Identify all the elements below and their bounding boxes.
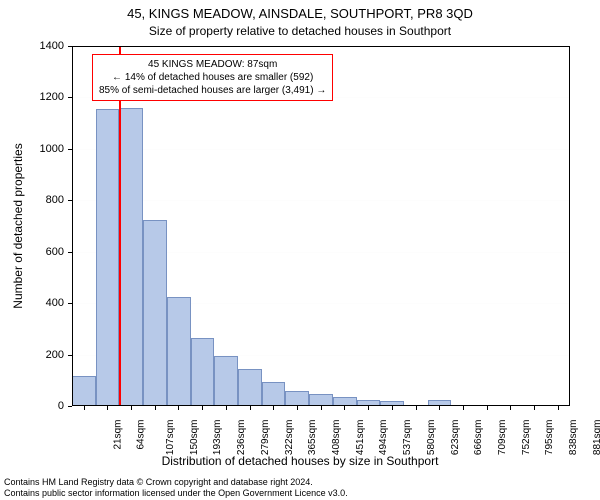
ytick-mark: [68, 149, 72, 150]
xtick-mark: [297, 406, 298, 410]
histogram-bar: [262, 382, 286, 406]
xtick-mark: [368, 406, 369, 410]
xtick-mark: [392, 406, 393, 410]
histogram-bar: [333, 397, 357, 406]
xtick-mark: [463, 406, 464, 410]
xtick-mark: [321, 406, 322, 410]
xtick-mark: [416, 406, 417, 410]
chart-title-main: 45, KINGS MEADOW, AINSDALE, SOUTHPORT, P…: [0, 6, 600, 21]
xtick-label: 752sqm: [521, 420, 532, 456]
histogram-bar: [167, 297, 191, 406]
ytick-mark: [68, 46, 72, 47]
ytick-label: 1000: [40, 143, 64, 155]
xtick-label: 107sqm: [165, 420, 176, 456]
xtick-label: 451sqm: [355, 420, 366, 456]
xtick-label: 537sqm: [402, 420, 413, 456]
footer-line-1: Contains HM Land Registry data © Crown c…: [4, 477, 348, 487]
annotation-line-3: 85% of semi-detached houses are larger (…: [99, 84, 326, 97]
xtick-mark: [178, 406, 179, 410]
histogram-bar: [214, 356, 238, 406]
chart-title-sub: Size of property relative to detached ho…: [0, 24, 600, 38]
xtick-label: 795sqm: [545, 420, 556, 456]
footer-attribution: Contains HM Land Registry data © Crown c…: [4, 477, 348, 498]
ytick-mark: [68, 97, 72, 98]
xtick-mark: [487, 406, 488, 410]
xtick-label: 666sqm: [473, 420, 484, 456]
annotation-line-1: 45 KINGS MEADOW: 87sqm: [99, 58, 326, 71]
histogram-bar: [143, 220, 167, 406]
annotation-box: 45 KINGS MEADOW: 87sqm← 14% of detached …: [92, 54, 333, 101]
xtick-mark: [344, 406, 345, 410]
xtick-mark: [202, 406, 203, 410]
xtick-label: 21sqm: [112, 420, 123, 450]
xtick-mark: [226, 406, 227, 410]
grid-line: [72, 200, 570, 201]
xtick-label: 322sqm: [284, 420, 295, 456]
histogram-bar: [309, 394, 333, 406]
xtick-label: 494sqm: [379, 420, 390, 456]
ytick-label: 600: [46, 246, 64, 258]
histogram-bar: [119, 108, 143, 406]
xtick-label: 580sqm: [426, 420, 437, 456]
ytick-mark: [68, 200, 72, 201]
xtick-mark: [84, 406, 85, 410]
figure: 45, KINGS MEADOW, AINSDALE, SOUTHPORT, P…: [0, 0, 600, 500]
grid-line: [72, 149, 570, 150]
xtick-mark: [510, 406, 511, 410]
ytick-label: 0: [58, 400, 64, 412]
xtick-mark: [439, 406, 440, 410]
xtick-label: 279sqm: [260, 420, 271, 456]
xtick-label: 236sqm: [236, 420, 247, 456]
xtick-label: 365sqm: [307, 420, 318, 456]
xtick-label: 193sqm: [213, 420, 224, 456]
xtick-mark: [273, 406, 274, 410]
ytick-label: 400: [46, 297, 64, 309]
xtick-mark: [131, 406, 132, 410]
xtick-mark: [155, 406, 156, 410]
histogram-bar: [96, 109, 120, 406]
xtick-label: 838sqm: [568, 420, 579, 456]
y-axis-label: Number of detached properties: [11, 143, 25, 308]
x-axis-label: Distribution of detached houses by size …: [0, 454, 600, 468]
xtick-label: 150sqm: [189, 420, 200, 456]
ytick-mark: [68, 406, 72, 407]
ytick-label: 800: [46, 194, 64, 206]
ytick-label: 1400: [40, 40, 64, 52]
ytick-mark: [68, 252, 72, 253]
histogram-bar: [285, 391, 309, 406]
histogram-bar: [72, 376, 96, 406]
xtick-mark: [107, 406, 108, 410]
xtick-label: 408sqm: [331, 420, 342, 456]
ytick-mark: [68, 355, 72, 356]
ytick-mark: [68, 303, 72, 304]
annotation-line-2: ← 14% of detached houses are smaller (59…: [99, 71, 326, 84]
xtick-mark: [250, 406, 251, 410]
xtick-mark: [558, 406, 559, 410]
xtick-label: 623sqm: [450, 420, 461, 456]
xtick-label: 881sqm: [592, 420, 600, 456]
ytick-label: 1200: [40, 91, 64, 103]
xtick-mark: [534, 406, 535, 410]
histogram-bar: [191, 338, 215, 406]
footer-line-2: Contains public sector information licen…: [4, 488, 348, 498]
ytick-label: 200: [46, 349, 64, 361]
histogram-bar: [238, 369, 262, 406]
xtick-label: 709sqm: [497, 420, 508, 456]
xtick-label: 64sqm: [136, 420, 147, 450]
